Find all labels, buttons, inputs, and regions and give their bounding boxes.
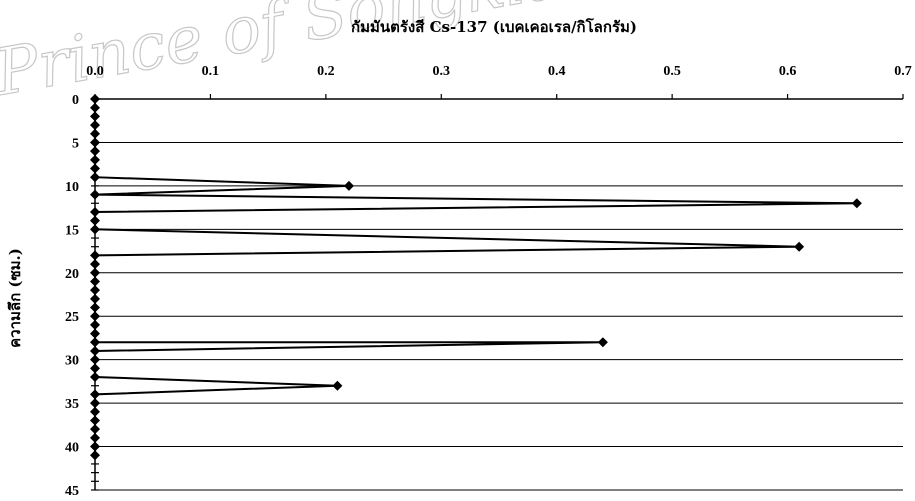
data-point-35: [90, 398, 100, 409]
data-point-17: [90, 250, 100, 261]
y-axis-label: ความลึก (ซม.): [6, 248, 24, 348]
x-tick-label-3: 0.3: [433, 64, 451, 79]
x-tick-label-2: 0.2: [317, 64, 335, 79]
data-point-39: [90, 432, 100, 443]
data-point-15: [90, 224, 100, 235]
y-tick-label-7: 35: [65, 397, 79, 412]
y-tick-labels: 0 5 10 15 20 25 30 35 40 45: [65, 93, 79, 499]
data-point-13: [90, 206, 100, 217]
data-point-32: [90, 372, 100, 383]
data-point-21: [90, 285, 100, 296]
data-point-27: [90, 337, 100, 348]
y-tick-label-8: 40: [65, 441, 79, 456]
data-point-41: [90, 450, 100, 461]
y-tick-label-0: 0: [72, 93, 79, 108]
watermark-text: Prince of Songkla University Pattani Cam…: [0, 0, 915, 111]
data-point-14: [90, 215, 100, 226]
y-tick-label-1: 5: [72, 136, 79, 151]
y-tick-label-3: 15: [65, 223, 79, 238]
y-tick-label-2: 10: [65, 180, 79, 195]
data-point-5: [90, 137, 100, 148]
data-point-36: [90, 406, 100, 417]
data-point-4: [90, 128, 100, 139]
data-point-0: [90, 94, 100, 104]
series-line-0: [94, 99, 857, 456]
data-point-31: [90, 363, 100, 374]
data-point-20: [90, 276, 100, 287]
data-point-2: [90, 111, 100, 122]
y-tick-label-5: 25: [65, 310, 79, 325]
data-point-1: [90, 102, 100, 113]
data-point-23: [90, 302, 100, 313]
x-tick-label-4: 0.4: [548, 64, 566, 79]
data-point-6: [90, 146, 100, 157]
data-point-16: [794, 241, 805, 252]
data-point-28: [597, 337, 608, 348]
data-point-10: [343, 180, 354, 191]
x-tick-label-5: 0.5: [663, 64, 681, 79]
data-point-38: [90, 424, 100, 435]
y-tick-label-6: 30: [65, 354, 79, 369]
data-point-33: [332, 380, 343, 391]
y-tick-label-4: 20: [65, 267, 79, 282]
data-point-30: [90, 354, 100, 365]
data-point-34: [90, 389, 100, 400]
data-point-3: [90, 120, 100, 131]
x-tick-label-7: 0.7: [894, 64, 912, 79]
data-point-29: [90, 345, 100, 356]
x-tick-labels: 0.0 0.1 0.2 0.3 0.4 0.5 0.6 0.7: [86, 64, 912, 79]
x-axis-label: กัมมันตรังสี Cs-137 (เบคเคอเรล/กิโลกรัม): [351, 17, 637, 36]
data-point-11: [90, 189, 100, 200]
watermark: Prince of Songkla University Pattani Cam…: [0, 0, 915, 112]
data-point-8: [90, 163, 100, 174]
data-point-24: [90, 311, 100, 322]
data-point-12: [851, 198, 862, 209]
data-point-18: [90, 259, 100, 270]
data-point-40: [90, 441, 100, 452]
series-cs137: [90, 94, 862, 461]
y-tick-label-9: 45: [65, 484, 79, 499]
data-point-19: [90, 267, 100, 278]
x-tick-label-0: 0.0: [86, 64, 104, 79]
gridlines: [95, 141, 903, 491]
data-point-37: [90, 415, 100, 426]
axes: [91, 94, 904, 491]
x-tick-label-6: 0.6: [779, 64, 797, 79]
data-point-9: [90, 172, 100, 183]
data-point-25: [90, 319, 100, 330]
data-point-22: [90, 293, 100, 304]
data-point-26: [90, 328, 100, 339]
x-tick-label-1: 0.1: [202, 64, 220, 79]
data-point-7: [90, 154, 100, 165]
